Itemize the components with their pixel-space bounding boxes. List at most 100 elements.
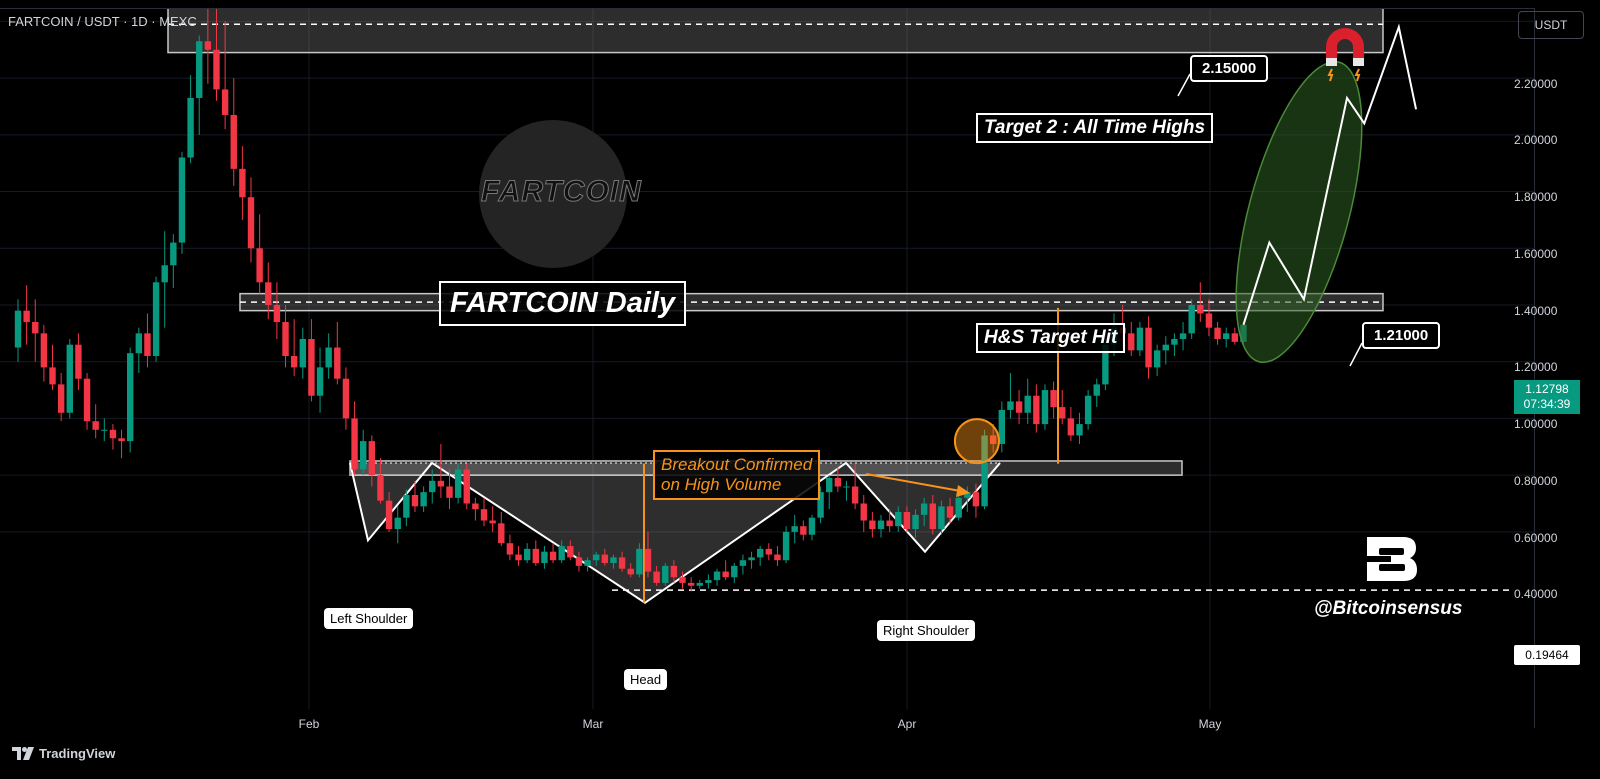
candle-body [411,494,419,507]
candle-body [549,551,557,561]
candle-body [360,441,367,470]
candle-body [653,571,660,583]
candle-body [860,503,867,521]
hs-target-annotation: H&S Target Hit [976,323,1126,353]
candle-body [1223,333,1230,340]
candle-body [1084,395,1092,425]
breakout-line-1: Breakout Confirmed [661,455,813,474]
candle-body [636,548,643,575]
tradingview-logo[interactable]: TradingView [12,746,115,761]
candle-body [972,492,980,507]
time-axis-label: Mar [582,717,604,731]
candle-body [230,114,237,169]
candle-body [273,304,281,322]
candle-body [1153,350,1161,368]
candle-body [774,554,781,561]
candle-body [662,565,669,583]
candle-body [1093,384,1100,396]
candle-body [290,356,298,368]
candle-body [1007,401,1014,410]
candle-body [187,97,194,158]
candle-body [161,265,168,283]
candle-body [731,565,738,578]
candle-body [696,582,703,586]
candle-body [575,557,583,566]
level-high-pointer [1177,73,1191,97]
candle-body [920,503,928,515]
candle-body [869,520,876,530]
candle-body [1050,390,1057,408]
candle-body [437,480,445,487]
candle-body [118,438,125,442]
candle-body [601,554,609,564]
bitcoinsensus-logo-icon [1367,537,1417,581]
candle-body [351,418,358,470]
candle-body [1179,333,1187,340]
time-axis-label: May [1198,717,1222,731]
candle-body [877,520,885,530]
candle-body [247,197,255,249]
candle-body [221,89,229,115]
candle-body [515,554,522,561]
candle-body [1214,327,1221,340]
candle-body [213,49,220,90]
brand-handle: @Bitcoinsensus [1314,598,1463,619]
target2-zone [167,9,1384,54]
candle-body [454,469,462,498]
breakout-line-2: on High Volume [661,475,782,494]
candle-body [299,339,306,368]
candle-body [109,429,117,439]
candle-body [964,492,971,498]
candle-body [1197,304,1204,314]
candle-body [886,520,893,527]
price-axis-label: 2.00000 [1514,133,1558,147]
candle-body [308,339,315,396]
candle-body [429,480,436,493]
price-chart[interactable] [0,9,1535,729]
currency-button[interactable]: USDT [1518,11,1584,39]
chart-area[interactable] [0,8,1535,728]
tradingview-brand: TradingView [39,746,116,761]
hs-pattern-fill [350,462,1000,603]
breakout-annotation: Breakout Confirmed on High Volume [653,450,821,500]
candle-body [722,571,729,578]
candle-body [834,477,842,487]
candle-body [144,333,151,357]
candle-body [895,512,902,527]
candle-body [687,582,695,586]
projection-path [1242,23,1418,326]
candle-body [955,497,962,518]
candle-body [334,347,341,379]
candle-body [903,512,911,530]
candle-body [1162,344,1169,351]
head-label: Head [624,669,668,690]
watermark-logo-circle [479,120,627,268]
candle-body [541,551,548,564]
time-axis-label: Apr [897,717,917,731]
tradingview-logo-icon [12,747,34,760]
symbol-title[interactable]: FARTCOIN / USDT · 1D · MEXC [8,14,197,29]
candle-body [342,378,350,419]
candle-body [938,506,945,530]
price-axis-label: 0.80000 [1514,474,1558,488]
candle-body [23,310,30,322]
candle-body [1171,339,1178,345]
candle-body [101,429,108,431]
candle-body [92,421,99,430]
candle-body [57,384,65,413]
candle-body [981,435,988,507]
candle-body [420,492,427,507]
candle-body [32,321,39,334]
footer-bar: TradingView [0,728,1600,779]
candle-body [325,347,332,368]
candle-body [1205,313,1213,328]
candle-body [472,503,479,510]
candle-body [808,517,816,535]
candle-body [1128,333,1135,351]
candle-body [196,41,203,98]
candle-body [506,543,514,555]
bar-countdown: 07:34:39 [1523,397,1571,411]
candle-body [152,282,160,357]
candle-body [782,531,790,561]
candle-body [463,469,470,504]
